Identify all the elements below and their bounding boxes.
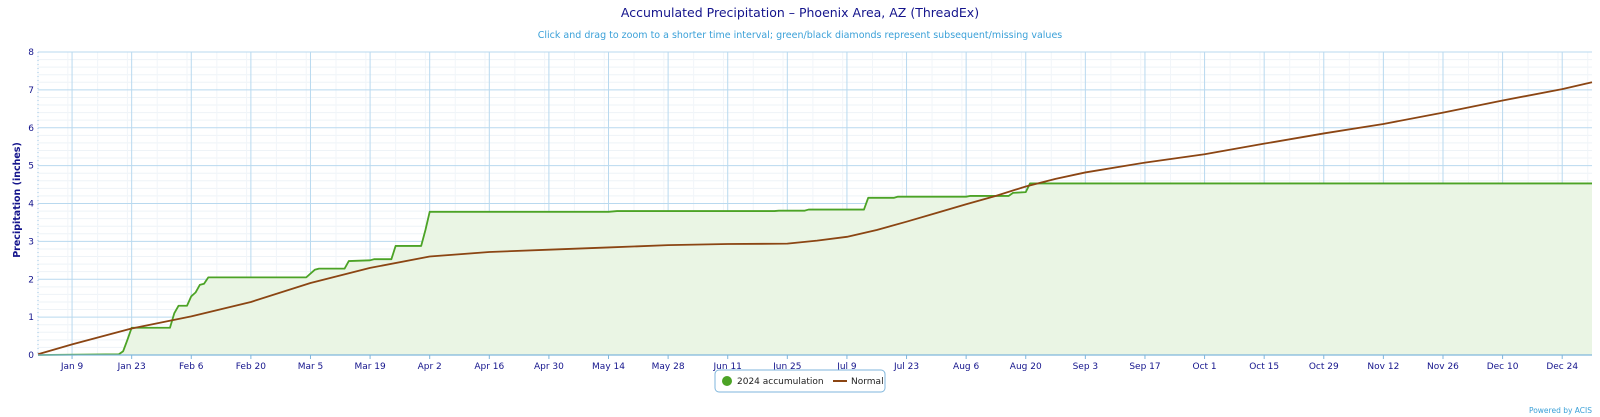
x-tick-label: May 28 [652, 362, 685, 372]
x-tick-labels: Jan 9 Jan 23 Feb 6 Feb 20 Mar 5 Mar 19 Apr 2 Ap… [60, 355, 1578, 372]
y-tick-label: 6 [28, 124, 34, 134]
x-tick-label: Jan 23 [117, 362, 146, 372]
x-tick-label: Dec 10 [1487, 362, 1519, 372]
chart-title: Accumulated Precipitation – Phoenix Area… [621, 5, 979, 20]
credit-text[interactable]: Powered by ACIS [1529, 406, 1592, 415]
series-layer [37, 81, 1593, 356]
y-axis-label: Precipitation (inches) [12, 142, 23, 258]
legend-marker-accumulation [722, 376, 732, 386]
y-tick-label: 8 [28, 48, 34, 58]
series-line-2024-accumulation [37, 182, 1592, 356]
legend-label-accumulation: 2024 accumulation [737, 377, 824, 387]
x-tick-label: Aug 6 [953, 362, 979, 372]
x-tick-label: Jul 9 [836, 362, 857, 372]
x-tick-label: Sep 3 [1073, 362, 1099, 372]
series-line-normal [37, 81, 1593, 356]
x-tick-label: Apr 30 [534, 362, 564, 372]
x-tick-label: Aug 20 [1010, 362, 1042, 372]
y-tick-label: 1 [28, 313, 34, 323]
x-tick-label: Nov 12 [1367, 362, 1399, 372]
x-tick-label: Feb 6 [179, 362, 204, 372]
x-tick-label: May 14 [592, 362, 625, 372]
x-tick-label: Jul 23 [893, 362, 919, 372]
y-tick-label: 3 [28, 237, 34, 247]
x-tick-label: Apr 2 [418, 362, 442, 372]
y-tick-label: 5 [28, 162, 34, 172]
x-tick-label: Apr 16 [474, 362, 504, 372]
x-tick-label: Nov 26 [1427, 362, 1459, 372]
chart-subtitle: Click and drag to zoom to a shorter time… [538, 30, 1063, 41]
legend-box [714, 369, 886, 393]
y-tick-label: 4 [28, 200, 34, 210]
y-tick-label: 2 [28, 275, 34, 285]
x-tick-label: Mar 19 [354, 362, 386, 372]
x-tick-label: Mar 5 [298, 362, 324, 372]
x-tick-label: Jan 9 [60, 362, 84, 372]
x-tick-label: Jun 25 [772, 362, 801, 372]
y-tick-labels: 0 1 2 3 4 5 6 7 8 [28, 48, 34, 361]
x-tick-label: Oct 15 [1249, 362, 1279, 372]
x-tick-label: Oct 29 [1309, 362, 1339, 372]
legend-label-normal: Normal [851, 377, 884, 387]
x-tick-label: Feb 20 [236, 362, 267, 372]
x-tick-label: Sep 17 [1129, 362, 1160, 372]
x-tick-label: Dec 24 [1546, 362, 1578, 372]
y-tick-label: 7 [28, 86, 34, 96]
x-tick-label: Oct 1 [1192, 362, 1216, 372]
axes [37, 52, 1592, 356]
legend[interactable]: 2024 accumulation Normal [714, 369, 886, 393]
y-tick-label: 0 [28, 351, 34, 361]
x-tick-label: Jun 11 [713, 362, 742, 372]
